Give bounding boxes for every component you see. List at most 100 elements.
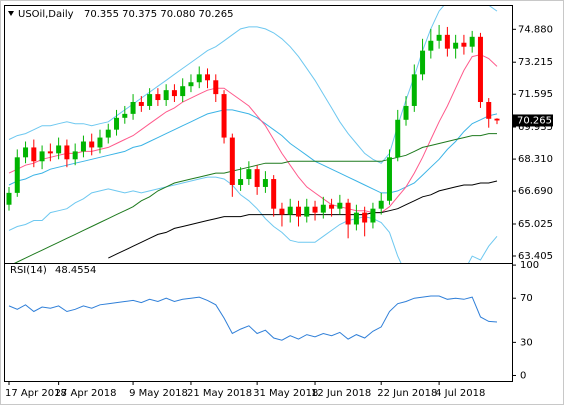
x-tick-label: 31 May 2018 (253, 388, 318, 399)
ohlc-label: 70.355 70.375 70.080 70.265 (84, 9, 234, 20)
candle-body (329, 204, 335, 209)
candle-body (47, 151, 53, 154)
rsi-value: 48.4554 (55, 265, 96, 276)
x-tick-label: 21 May 2018 (187, 388, 252, 399)
candle-body (378, 200, 384, 209)
indicator-line (14, 133, 497, 263)
candle-body (213, 80, 219, 95)
rsi-panel-frame (4, 263, 513, 382)
candle-body (56, 145, 62, 154)
x-tick-label: 12 Jun 2018 (311, 388, 371, 399)
rsi-plot (8, 295, 498, 341)
candle-body (122, 113, 128, 118)
candle-body (370, 208, 376, 223)
y-tick-label: 63.405 (518, 251, 553, 262)
candle-body (461, 42, 467, 47)
candle-body (444, 34, 450, 49)
candle-body (23, 147, 29, 158)
x-tick-label: 17 Apr 2018 (5, 388, 67, 399)
candle-body (469, 36, 475, 47)
candle-body (105, 129, 111, 138)
main-plot (6, 6, 500, 263)
candle-body (477, 36, 483, 103)
candle-body (287, 206, 293, 215)
candle-body (64, 145, 70, 160)
indicator-line (108, 180, 498, 259)
candle-body (31, 147, 37, 162)
rsi-tick-label: 100 (520, 260, 539, 271)
indicator-line (8, 6, 498, 164)
candle-body (147, 94, 153, 106)
candle-body (114, 117, 120, 130)
candle-body (130, 102, 136, 114)
candle-body (196, 74, 202, 83)
candle-body (295, 206, 301, 217)
y-tick-label: 71.595 (518, 89, 553, 100)
indicator-line (8, 176, 498, 263)
candle-body (345, 202, 351, 225)
last-price-box (513, 114, 553, 127)
candle-body (80, 141, 86, 152)
last-price-label: 70.265 (517, 115, 552, 126)
x-tick-label: 22 Jun 2018 (377, 388, 437, 399)
candle-body (304, 206, 310, 217)
axes: 74.880 73.215 71.595 69.935 68.310 66.690 65.0… (5, 24, 553, 399)
candle-body (72, 151, 78, 160)
candle-body (205, 74, 211, 81)
candle-body (411, 74, 417, 106)
candle-body (271, 179, 277, 209)
y-tick-label: 69.935 (518, 122, 553, 133)
candle-body (238, 179, 244, 185)
y-tick-label: 73.215 (518, 57, 553, 68)
candle-body (320, 204, 326, 213)
symbol-title: USOil,Daily (18, 9, 74, 20)
candle-body (395, 119, 401, 158)
candle-body (39, 151, 45, 162)
candle-body (89, 141, 95, 148)
candle-body (362, 212, 368, 223)
candle-body (6, 192, 12, 205)
candle-body (353, 212, 359, 225)
candle-body (97, 137, 103, 148)
candle-body (436, 34, 442, 41)
candle-body (420, 50, 426, 75)
candle-body (221, 94, 227, 138)
candle-body (403, 105, 409, 120)
rsi-tick-label: 0 (520, 370, 526, 381)
candle-body (229, 137, 235, 185)
candle-body (312, 206, 318, 213)
y-tick-label: 66.690 (518, 186, 553, 197)
rsi-line (8, 295, 498, 341)
candle-body (14, 157, 20, 193)
candle-body (163, 90, 169, 101)
candle-body (453, 42, 459, 49)
candle-body (138, 102, 144, 106)
candle-body (262, 179, 268, 187)
rsi-tick-label: 70 (520, 293, 533, 304)
y-tick-label: 68.310 (518, 154, 553, 165)
y-tick-label: 65.025 (518, 219, 553, 230)
rsi-tick-label: 30 (520, 337, 533, 348)
candle-body (494, 118, 500, 121)
indicator-line (8, 54, 498, 214)
candle-body (188, 82, 194, 87)
candle-body (254, 169, 260, 187)
indicator-line (8, 109, 498, 194)
x-tick-label: 27 Apr 2018 (55, 388, 117, 399)
candle-body (279, 208, 285, 215)
candle-body (386, 157, 392, 201)
candle-body (171, 90, 177, 97)
y-tick-label: 74.880 (518, 24, 553, 35)
candle-body (337, 202, 343, 209)
x-tick-label: 4 Jul 2018 (435, 388, 485, 399)
rsi-label: RSI(14) (10, 265, 47, 276)
candle-body (246, 169, 252, 180)
candle-body (155, 94, 161, 101)
collapse-arrow (8, 11, 14, 16)
x-tick-label: 9 May 2018 (129, 388, 188, 399)
candle-body (180, 86, 186, 97)
candle-body (486, 102, 492, 119)
